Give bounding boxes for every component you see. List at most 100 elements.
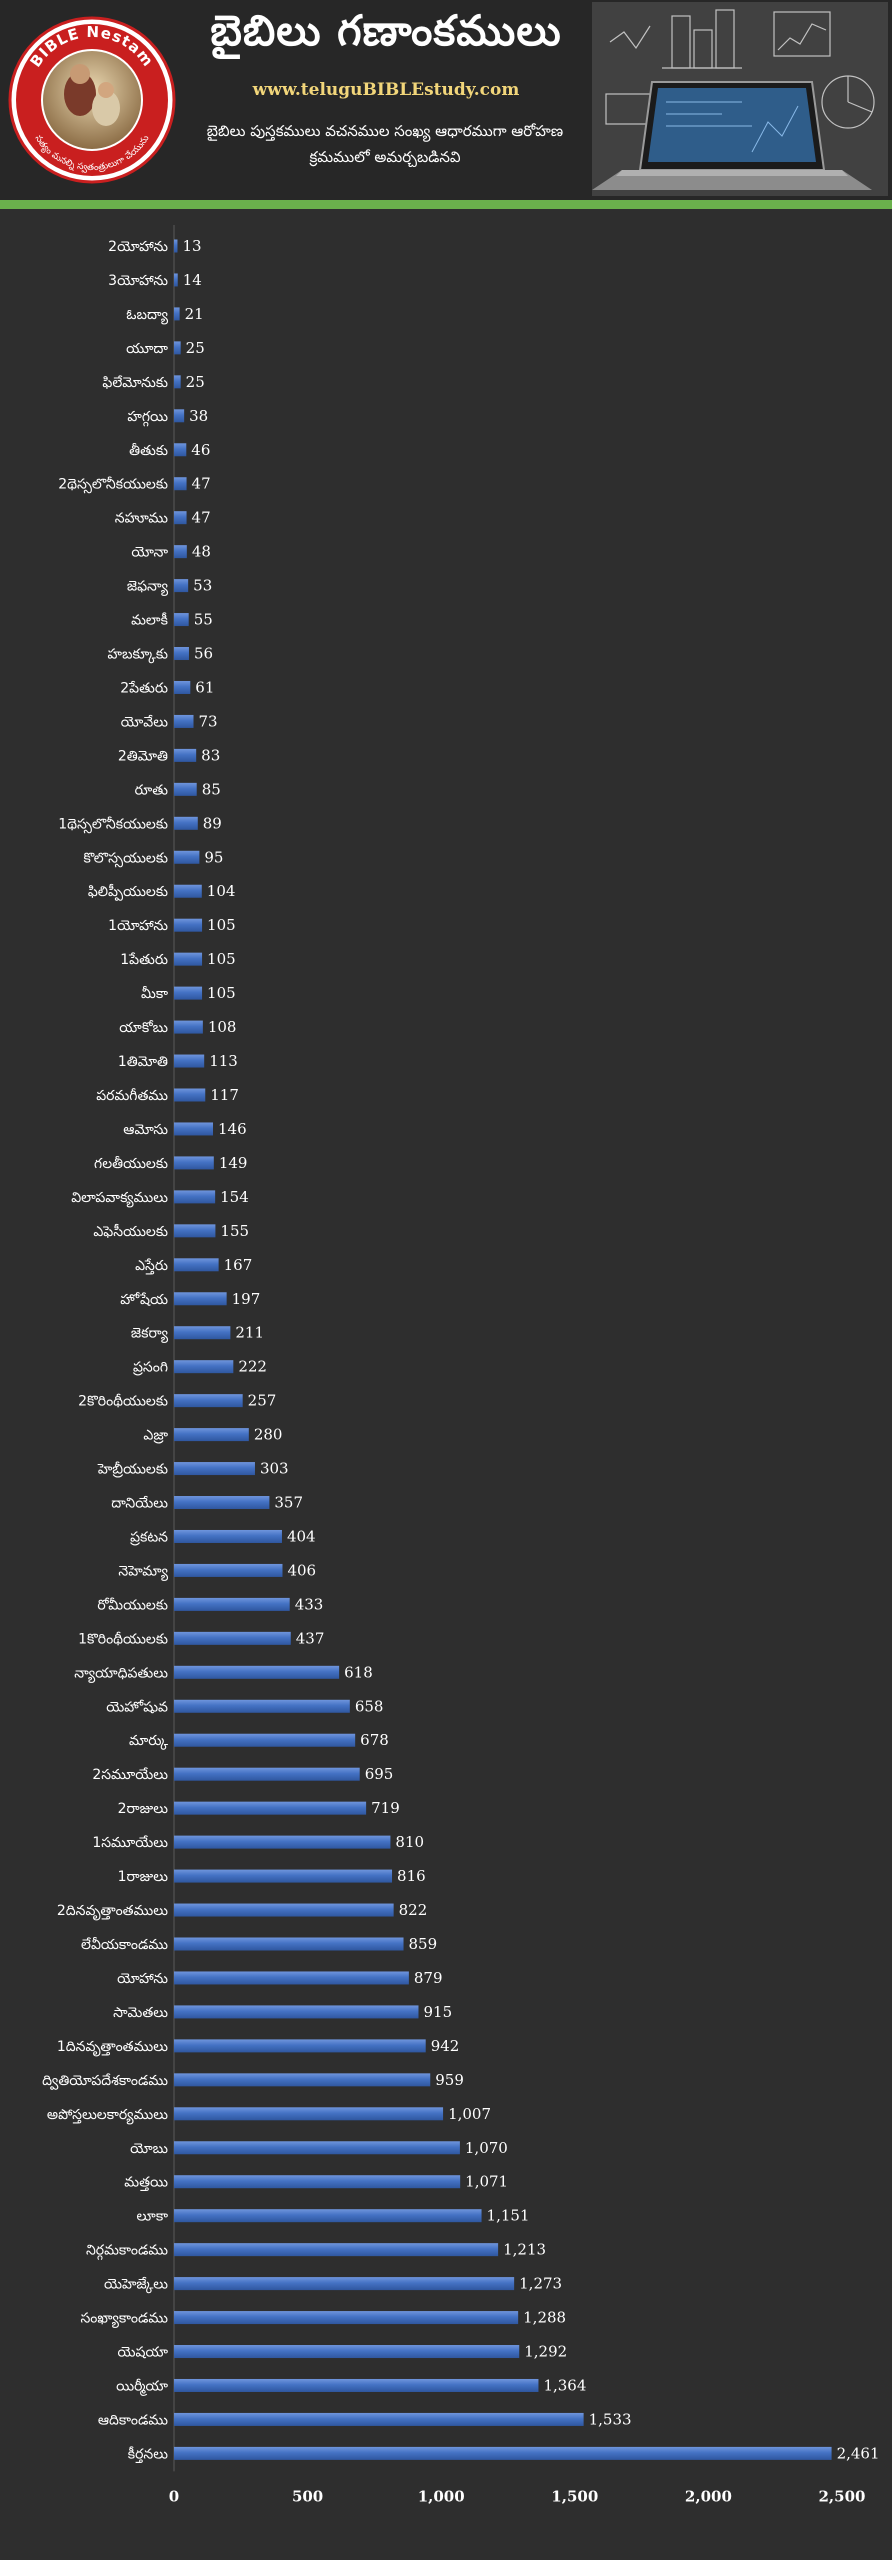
bar[interactable] (174, 1020, 203, 1034)
bar[interactable] (174, 2277, 515, 2291)
bar[interactable] (174, 2311, 519, 2325)
bar[interactable] (174, 1801, 367, 1815)
category-label: యోబు (130, 2141, 168, 2157)
bar[interactable] (174, 2446, 832, 2460)
category-label: 1యోహాను (108, 918, 168, 934)
bar[interactable] (174, 1088, 206, 1102)
data-label: 2,461 (837, 2444, 880, 2462)
category-label: యెషయా (118, 2345, 169, 2361)
bar[interactable] (174, 647, 189, 661)
bar[interactable] (174, 1496, 270, 1510)
bar[interactable] (174, 1326, 231, 1340)
bar[interactable] (174, 375, 181, 389)
bar[interactable] (174, 1258, 219, 1272)
bar[interactable] (174, 1597, 290, 1611)
bar[interactable] (174, 1054, 205, 1068)
category-label: లేవీయకాండము (81, 1937, 168, 1953)
bar[interactable] (174, 816, 198, 830)
bar[interactable] (174, 1903, 394, 1917)
data-label: 56 (194, 645, 213, 663)
bar[interactable] (174, 1462, 255, 1476)
bar[interactable] (174, 986, 203, 1000)
bar[interactable] (174, 2073, 431, 2087)
category-label: లూకా (136, 2209, 168, 2225)
bar[interactable] (174, 273, 178, 287)
bar[interactable] (174, 1190, 216, 1204)
data-label: 437 (296, 1629, 325, 1647)
data-label: 48 (192, 543, 211, 561)
bar[interactable] (174, 1733, 356, 1747)
bar[interactable] (174, 2345, 520, 2359)
bar[interactable] (174, 2209, 482, 2223)
bar[interactable] (174, 1156, 214, 1170)
bar[interactable] (174, 1428, 249, 1442)
bar[interactable] (174, 884, 202, 898)
category-label: 1కొరింథీయులకు (78, 1631, 168, 1647)
category-label: ఎస్తేరు (135, 1258, 168, 1275)
bar[interactable] (174, 409, 185, 423)
bar[interactable] (174, 680, 191, 694)
data-label: 89 (203, 814, 222, 832)
bar[interactable] (174, 1529, 282, 1543)
data-label: 280 (254, 1426, 283, 1444)
category-label: రోమీయులకు (97, 1597, 168, 1613)
bar[interactable] (174, 2412, 584, 2426)
bible-nestam-logo[interactable]: BIBLE Nestam సత్యం మనల్ని స్వతంత్రులుగా … (8, 4, 176, 194)
category-label: యూదా (126, 341, 168, 357)
category-label: 2దినవృత్తాంతములు (57, 1903, 168, 1921)
bar[interactable] (174, 1224, 216, 1238)
bar[interactable] (174, 307, 180, 321)
bar[interactable] (174, 1971, 409, 1985)
bar[interactable] (174, 1665, 340, 1679)
bar[interactable] (174, 1767, 360, 1781)
bar[interactable] (174, 2005, 419, 2019)
category-label: నెహెమ్యా (118, 1563, 168, 1581)
category-label: 1సమూయేలు (92, 1835, 168, 1851)
bar[interactable] (174, 2039, 426, 2053)
website-link[interactable]: www.teluguBIBLEstudy.com (252, 80, 520, 100)
data-label: 1,288 (523, 2309, 566, 2327)
bar[interactable] (174, 1699, 350, 1713)
bar[interactable] (174, 239, 178, 253)
bar[interactable] (174, 2107, 444, 2121)
bar[interactable] (174, 477, 187, 491)
data-label: 117 (210, 1086, 239, 1104)
bar[interactable] (174, 782, 197, 796)
data-label: 1,070 (465, 2139, 508, 2157)
data-label: 146 (218, 1120, 247, 1138)
bar[interactable] (174, 1394, 243, 1408)
category-label: యెహెజ్కేలు (104, 2277, 168, 2294)
category-label: ఆదికాండము (98, 2412, 168, 2428)
data-label: 61 (195, 678, 214, 696)
bar[interactable] (174, 714, 194, 728)
bar[interactable] (174, 1835, 391, 1849)
bar[interactable] (174, 918, 203, 932)
bar[interactable] (174, 1869, 393, 1883)
bar[interactable] (174, 1937, 404, 1951)
data-label: 149 (219, 1154, 248, 1172)
data-label: 167 (224, 1256, 253, 1274)
bar[interactable] (174, 579, 189, 593)
data-label: 678 (360, 1731, 389, 1749)
bar[interactable] (174, 850, 200, 864)
bar[interactable] (174, 2378, 539, 2392)
category-label: ఫిలేమోనుకు (102, 375, 168, 391)
bar[interactable] (174, 1122, 214, 1136)
bar[interactable] (174, 2175, 461, 2189)
bar[interactable] (174, 443, 187, 457)
bar[interactable] (174, 1563, 283, 1577)
bar[interactable] (174, 952, 203, 966)
bar[interactable] (174, 613, 189, 627)
bar[interactable] (174, 1360, 234, 1374)
bar[interactable] (174, 748, 197, 762)
data-label: 105 (207, 984, 236, 1002)
bar[interactable] (174, 1631, 291, 1645)
bar[interactable] (174, 545, 187, 559)
bar[interactable] (174, 2243, 499, 2257)
bar[interactable] (174, 1292, 227, 1306)
data-label: 211 (235, 1324, 264, 1342)
bar[interactable] (174, 511, 187, 525)
bar[interactable] (174, 2141, 460, 2155)
bar[interactable] (174, 341, 181, 355)
category-label: యోనా (131, 545, 168, 561)
